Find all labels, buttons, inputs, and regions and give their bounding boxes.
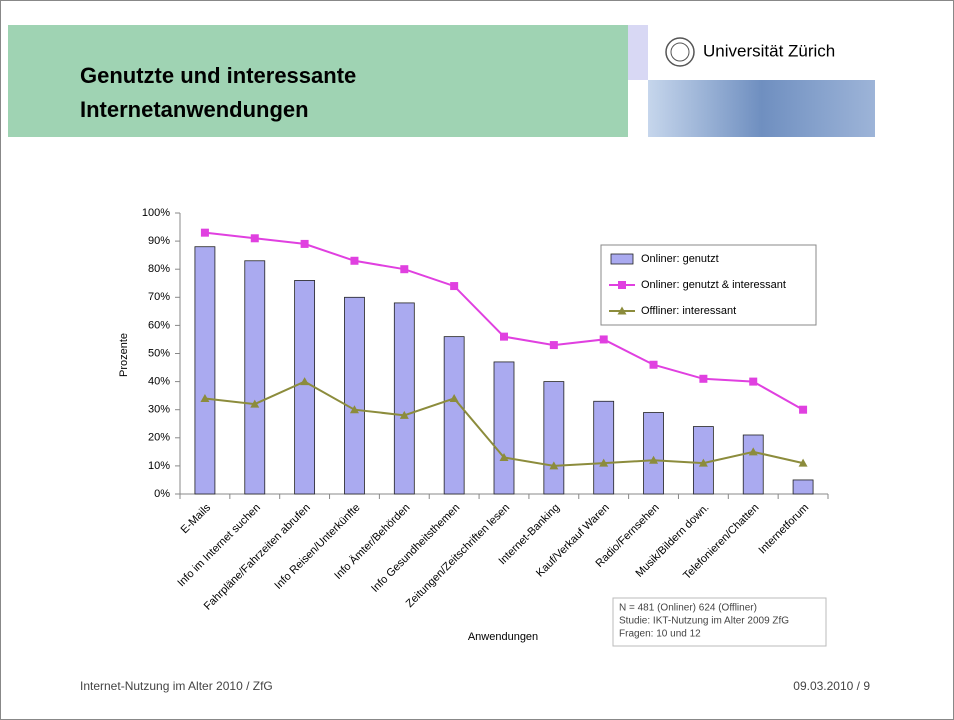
bar (793, 480, 813, 494)
note-line: Studie: IKT-Nutzung im Alter 2009 ZfG (619, 616, 789, 627)
logo-seal (666, 38, 694, 66)
bar (394, 303, 414, 494)
bar (245, 261, 265, 494)
line-marker (201, 229, 209, 237)
bar (295, 280, 315, 494)
line-marker (301, 240, 309, 248)
line-marker (550, 341, 558, 349)
legend-swatch (611, 254, 633, 264)
legend-label: Offliner: interessant (641, 305, 736, 317)
line-marker (749, 378, 757, 386)
y-tick-label: 50% (148, 347, 170, 359)
line-marker (699, 375, 707, 383)
y-tick-label: 20% (148, 432, 170, 444)
line-marker (251, 234, 259, 242)
y-tick-label: 30% (148, 404, 170, 416)
line-marker (799, 406, 807, 414)
bar (644, 413, 664, 494)
line-marker (450, 282, 458, 290)
footer-left: Internet-Nutzung im Alter 2010 / ZfG (80, 679, 273, 693)
bar (444, 337, 464, 494)
header-image (648, 80, 875, 137)
line-marker (400, 265, 408, 273)
bar (344, 297, 364, 494)
line-marker (600, 335, 608, 343)
y-tick-label: 100% (142, 207, 170, 219)
y-tick-label: 70% (148, 291, 170, 303)
bar (544, 382, 564, 494)
university-name: Universität Zürich (703, 41, 835, 60)
slide: Universität Zürich Genutzte und interess… (0, 0, 954, 720)
footer-right: 09.03.2010 / 9 (793, 679, 870, 693)
y-tick-label: 40% (148, 376, 170, 388)
bar (195, 247, 215, 494)
bar (594, 401, 614, 494)
line-marker (500, 333, 508, 341)
x-axis-title: Anwendungen (468, 631, 538, 643)
y-tick-label: 60% (148, 319, 170, 331)
legend-label: Onliner: genutzt & interessant (641, 279, 786, 291)
slide-title: Genutzte und interessante (80, 63, 356, 88)
y-tick-label: 80% (148, 263, 170, 275)
bar (743, 435, 763, 494)
header-accent (628, 25, 648, 80)
y-tick-label: 90% (148, 235, 170, 247)
line-marker (350, 257, 358, 265)
slide-title: Internetanwendungen (80, 97, 309, 122)
legend-label: Onliner: genutzt (641, 253, 719, 265)
bar (494, 362, 514, 494)
note-line: Fragen: 10 und 12 (619, 629, 701, 640)
line-marker (650, 361, 658, 369)
y-tick-label: 10% (148, 460, 170, 472)
y-tick-label: 0% (154, 488, 170, 500)
note-line: N = 481 (Onliner) 624 (Offliner) (619, 603, 757, 614)
y-axis-title: Prozente (118, 333, 130, 377)
line-marker (618, 281, 626, 289)
